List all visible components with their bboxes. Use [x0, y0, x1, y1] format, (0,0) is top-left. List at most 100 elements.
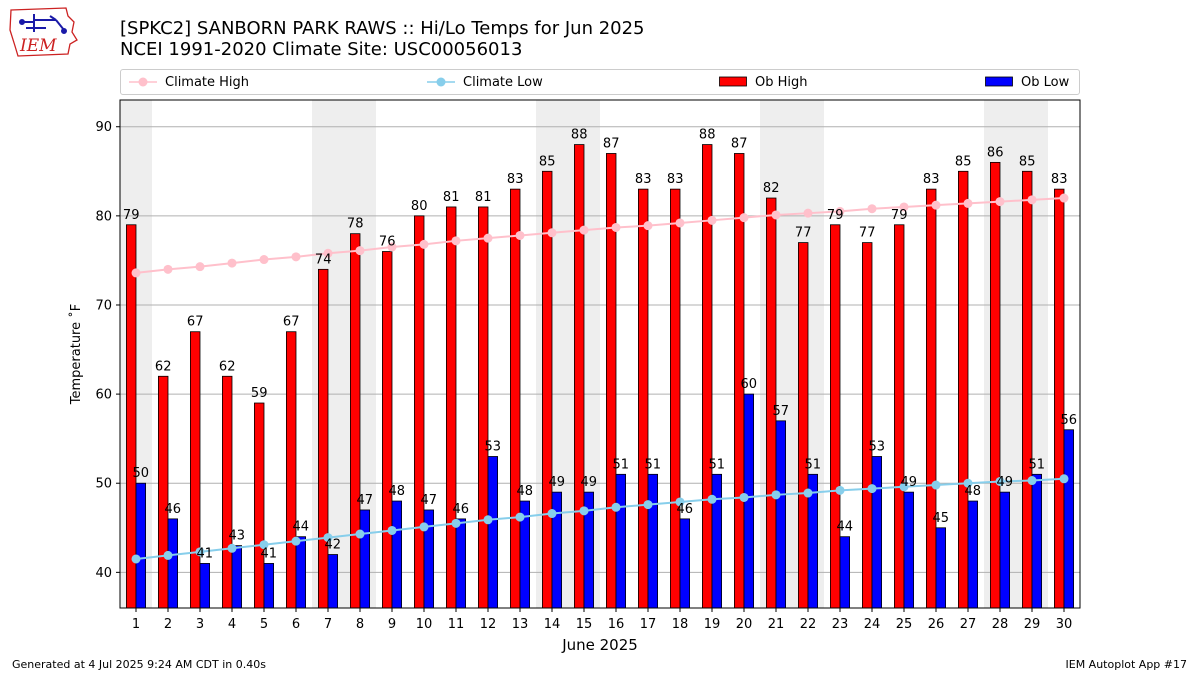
climate-high-point-8	[355, 246, 365, 256]
x-tick-label-7: 7	[324, 617, 332, 632]
ob-high-label-24: 77	[859, 226, 876, 241]
climate-high-point-16	[611, 222, 621, 232]
ob-low-label-10: 47	[421, 493, 438, 508]
chart-title-line1: [SPKC2] SANBORN PARK RAWS :: Hi/Lo Temps…	[120, 18, 645, 39]
ob-low-bar-26	[935, 527, 947, 609]
ob-high-bar-13	[509, 188, 521, 609]
ob-low-label-5: 41	[261, 546, 278, 561]
ob-high-bar-17	[638, 188, 649, 609]
iem-logo: IEM	[8, 6, 80, 58]
climate-high-point-7	[323, 248, 333, 258]
ob-low-label-7: 42	[325, 538, 342, 553]
ob-high-bar-28	[990, 161, 1001, 609]
x-tick-label-23: 23	[832, 617, 849, 632]
climate-low-point-17	[643, 500, 653, 510]
ob-low-label-1: 50	[133, 466, 150, 481]
bars	[126, 144, 1075, 609]
x-tick-label-30: 30	[1056, 617, 1073, 632]
y-tick-label-90: 90	[95, 120, 112, 135]
ob-low-label-15: 49	[581, 475, 598, 490]
ob-high-label-2: 62	[155, 359, 172, 374]
climate-high-point-30	[1059, 193, 1069, 203]
ob-low-label-21: 57	[773, 404, 790, 419]
x-tick-label-12: 12	[480, 617, 497, 632]
ob-high-bar-5	[253, 402, 265, 609]
ob-low-label-18: 46	[677, 502, 694, 517]
y-tick-label-70: 70	[95, 298, 112, 313]
climate-high-point-13	[515, 230, 525, 240]
x-tick-label-15: 15	[576, 617, 593, 632]
bar-value-labels: 79 50 62 46 67 41 62 43 59 41 67 44 74 42 78 47 76 48 80 47…	[123, 128, 1077, 562]
logo-text: IEM	[19, 36, 57, 56]
ob-low-label-25: 49	[901, 475, 918, 490]
ob-low-label-23: 44	[837, 520, 854, 535]
climate-high-point-11	[451, 236, 461, 246]
chart-title-line2: NCEI 1991-2020 Climate Site: USC00056013	[120, 39, 523, 60]
climate-low-point-20	[739, 492, 749, 502]
x-tick-label-29: 29	[1024, 617, 1041, 632]
climate-low-point-16	[611, 502, 621, 512]
ob-low-bar-19	[711, 473, 723, 609]
ob-low-bar-7	[327, 554, 339, 609]
x-tick-label-13: 13	[512, 617, 529, 632]
ob-high-label-9: 76	[379, 235, 396, 250]
ob-high-label-28: 86	[987, 145, 1004, 160]
ob-low-label-12: 53	[485, 439, 502, 454]
x-tick-label-24: 24	[864, 617, 881, 632]
legend-ob-low-label: Ob Low	[1021, 74, 1070, 90]
ob-low-bar-3	[199, 563, 211, 609]
ob-low-label-13: 48	[517, 484, 534, 499]
ob-low-bar-30	[1063, 429, 1075, 609]
ob-low-bar-12	[487, 456, 499, 609]
climate-low-point-5	[259, 540, 269, 550]
ob-low-bar-28	[999, 491, 1011, 609]
ob-low-label-14: 49	[549, 475, 566, 490]
x-tick-label-28: 28	[992, 617, 1009, 632]
ob-low-label-11: 46	[453, 502, 470, 517]
climate-high-point-17	[643, 221, 653, 231]
climate-low-point-10	[419, 522, 429, 532]
y-tick-label-40: 40	[95, 566, 112, 581]
ob-high-label-29: 85	[1019, 154, 1036, 169]
climate-low-point-6	[291, 536, 301, 546]
ob-high-label-21: 82	[763, 181, 780, 196]
ob-high-label-22: 77	[795, 226, 812, 241]
ob-low-label-2: 46	[165, 502, 182, 517]
climate-high-point-24	[867, 204, 877, 214]
ob-low-label-17: 51	[645, 457, 662, 472]
ob-high-label-5: 59	[251, 386, 268, 401]
ob-high-bar-29	[1022, 170, 1033, 609]
ob-high-label-1: 79	[123, 208, 140, 223]
ob-high-bar-12	[477, 206, 489, 609]
x-tick-label-19: 19	[704, 617, 721, 632]
ob-high-bar-4	[221, 375, 233, 609]
y-axis-label: Temperature ˚F	[68, 304, 84, 405]
ob-low-label-22: 51	[805, 457, 822, 472]
climate-high-point-5	[259, 255, 269, 265]
ob-high-label-16: 87	[603, 136, 620, 151]
ob-low-label-30: 56	[1061, 413, 1078, 428]
ob-low-label-28: 49	[997, 475, 1014, 490]
legend-ob-high-swatch	[719, 76, 747, 87]
ob-low-bar-6	[295, 536, 307, 609]
x-tick-label-2: 2	[164, 617, 172, 632]
ob-high-bar-16	[606, 153, 617, 609]
x-tick-label-1: 1	[132, 617, 140, 632]
climate-low-point-3	[195, 547, 205, 557]
ob-high-label-12: 81	[475, 190, 492, 205]
ob-high-label-30: 83	[1051, 172, 1068, 187]
legend-climate-high-swatch	[129, 77, 157, 87]
ob-low-bar-5	[263, 563, 275, 609]
climate-high-point-21	[771, 210, 781, 220]
ob-low-label-24: 53	[869, 439, 886, 454]
climate-low-point-23	[835, 485, 845, 495]
ob-low-label-29: 51	[1029, 457, 1046, 472]
ob-low-bar-9	[391, 500, 403, 609]
iowa-outline	[9, 7, 78, 57]
ob-low-label-16: 51	[613, 457, 630, 472]
ob-high-bar-26	[926, 188, 937, 609]
ob-low-label-9: 48	[389, 484, 406, 499]
climate-high-point-6	[291, 252, 301, 262]
x-tick-label-10: 10	[416, 617, 433, 632]
climate-low-point-7	[323, 533, 333, 543]
